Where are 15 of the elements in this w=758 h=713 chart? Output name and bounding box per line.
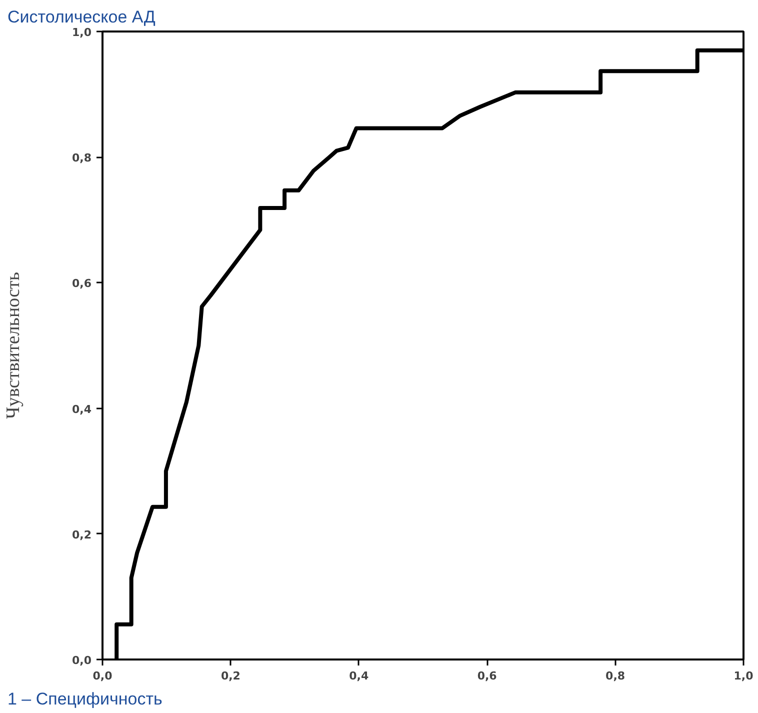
x-tick-label: 0,6 [477, 670, 498, 682]
y-tick-label: 0,2 [72, 528, 92, 542]
x-tick-label: 0,8 [606, 670, 626, 682]
x-tick-label: 0,2 [220, 670, 240, 682]
y-axis-title: Чувствительность [3, 272, 24, 420]
y-tick-label: 0,4 [72, 402, 92, 416]
y-tick-label: 1,0 [72, 26, 92, 39]
x-tick-label: 1,0 [734, 670, 754, 682]
chart-title: Систолическое АД [8, 8, 156, 26]
x-axis-title: 1 – Специфичность [8, 690, 162, 708]
y-tick-label: 0,8 [72, 152, 92, 165]
y-tick-label: 0,6 [72, 277, 92, 290]
x-tick-label: 0,4 [349, 670, 369, 682]
y-tick-label: 0,0 [72, 654, 92, 667]
x-tick-label: 0,0 [92, 670, 113, 682]
